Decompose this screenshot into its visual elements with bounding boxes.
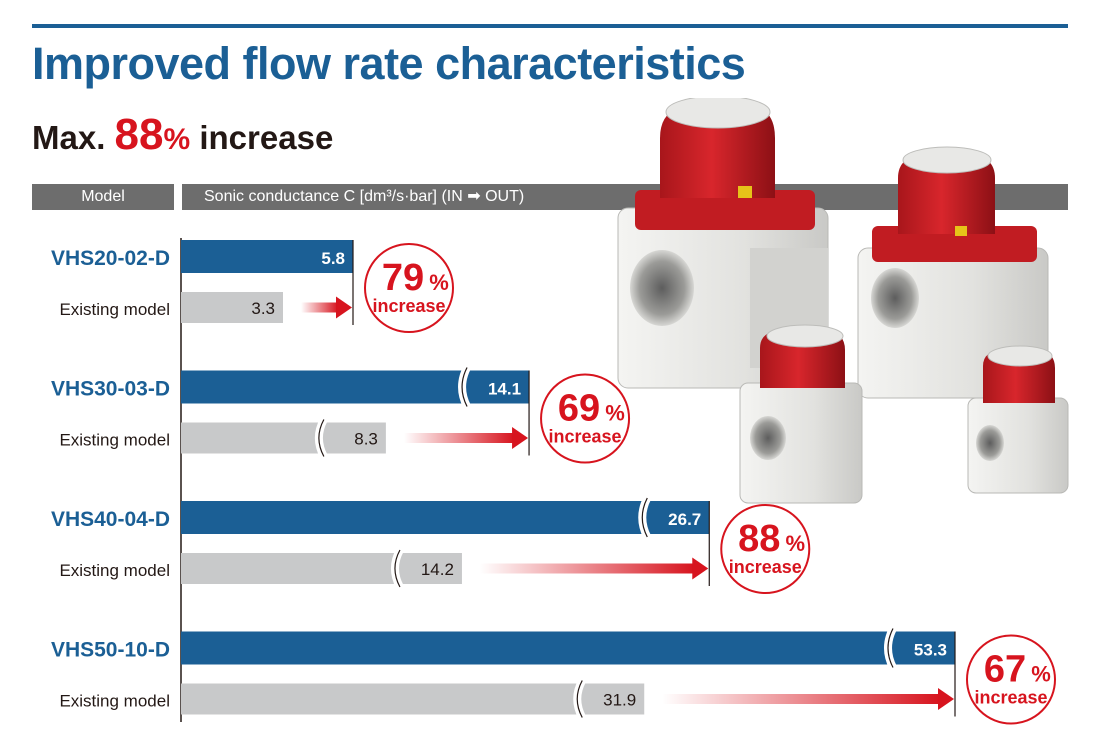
subtitle: Max. 88% increase xyxy=(32,110,333,160)
increase-arrow xyxy=(301,302,338,313)
existing-model-bar xyxy=(181,683,645,715)
product-image xyxy=(617,98,1069,504)
increase-text: increase xyxy=(729,557,802,577)
existing-model-label: Existing model xyxy=(59,692,170,711)
new-value-label: 5.8 xyxy=(321,249,345,268)
increase-arrow xyxy=(479,563,695,574)
increase-arrow-head xyxy=(512,427,529,449)
model-label: VHS50-10-D xyxy=(51,639,170,662)
new-model-bar xyxy=(181,631,955,665)
existing-value-label: 14.2 xyxy=(421,560,454,579)
axis-break-mark xyxy=(887,628,894,668)
increase-arrow xyxy=(403,433,515,443)
increase-value: 67 xyxy=(984,649,1026,691)
existing-model-bar xyxy=(181,422,386,454)
existing-model-bar xyxy=(181,553,462,584)
existing-value-label: 3.3 xyxy=(251,299,275,318)
existing-value-label: 8.3 xyxy=(354,430,378,449)
subtitle-suffix: increase xyxy=(199,119,334,156)
max-increase-percent: % xyxy=(163,123,191,156)
increase-arrow-head xyxy=(336,296,352,319)
axis-break-mark xyxy=(394,549,401,588)
axis-break-mark xyxy=(318,419,325,457)
new-value-label: 14.1 xyxy=(488,380,521,399)
increase-arrow xyxy=(662,694,940,704)
increase-value: 79 xyxy=(382,257,424,299)
increase-text: increase xyxy=(549,427,622,447)
increase-percent: % xyxy=(605,401,625,426)
increase-percent: % xyxy=(1031,662,1051,687)
page-title: Improved flow rate characteristics xyxy=(32,38,746,89)
new-value-label: 26.7 xyxy=(668,510,701,529)
new-model-bar xyxy=(181,370,530,404)
new-value-label: 53.3 xyxy=(914,641,947,660)
model-label: VHS20-02-D xyxy=(51,247,170,270)
valve-small-left xyxy=(739,324,863,504)
increase-badge xyxy=(364,243,454,333)
model-column-header: Model xyxy=(32,184,174,210)
increase-text: increase xyxy=(974,688,1047,708)
increase-badge xyxy=(720,504,811,594)
valve-medium xyxy=(857,146,1049,399)
increase-badge xyxy=(540,373,631,464)
model-label: VHS30-03-D xyxy=(51,378,170,401)
new-model-bar xyxy=(181,240,353,273)
increase-arrow-head xyxy=(692,557,709,580)
existing-model-bar xyxy=(181,292,283,323)
axis-break-mark xyxy=(461,367,468,407)
increase-text: increase xyxy=(372,296,445,316)
valve-small-right xyxy=(967,345,1069,494)
existing-model-label: Existing model xyxy=(59,431,170,450)
new-model-bar xyxy=(181,501,710,534)
axis-break-mark xyxy=(641,497,648,538)
max-increase-value: 88 xyxy=(114,110,164,159)
model-label: VHS40-04-D xyxy=(51,508,170,531)
increase-percent: % xyxy=(785,531,805,556)
increase-badge xyxy=(966,634,1056,725)
increase-percent: % xyxy=(429,270,449,295)
increase-value: 69 xyxy=(558,388,600,430)
existing-value-label: 31.9 xyxy=(603,691,636,710)
existing-model-label: Existing model xyxy=(59,561,170,580)
increase-value: 88 xyxy=(738,518,780,560)
top-rule xyxy=(32,24,1068,28)
axis-break-mark xyxy=(576,680,583,718)
increase-arrow-head xyxy=(938,688,954,710)
existing-model-label: Existing model xyxy=(59,300,170,319)
subtitle-prefix: Max. xyxy=(32,119,106,156)
